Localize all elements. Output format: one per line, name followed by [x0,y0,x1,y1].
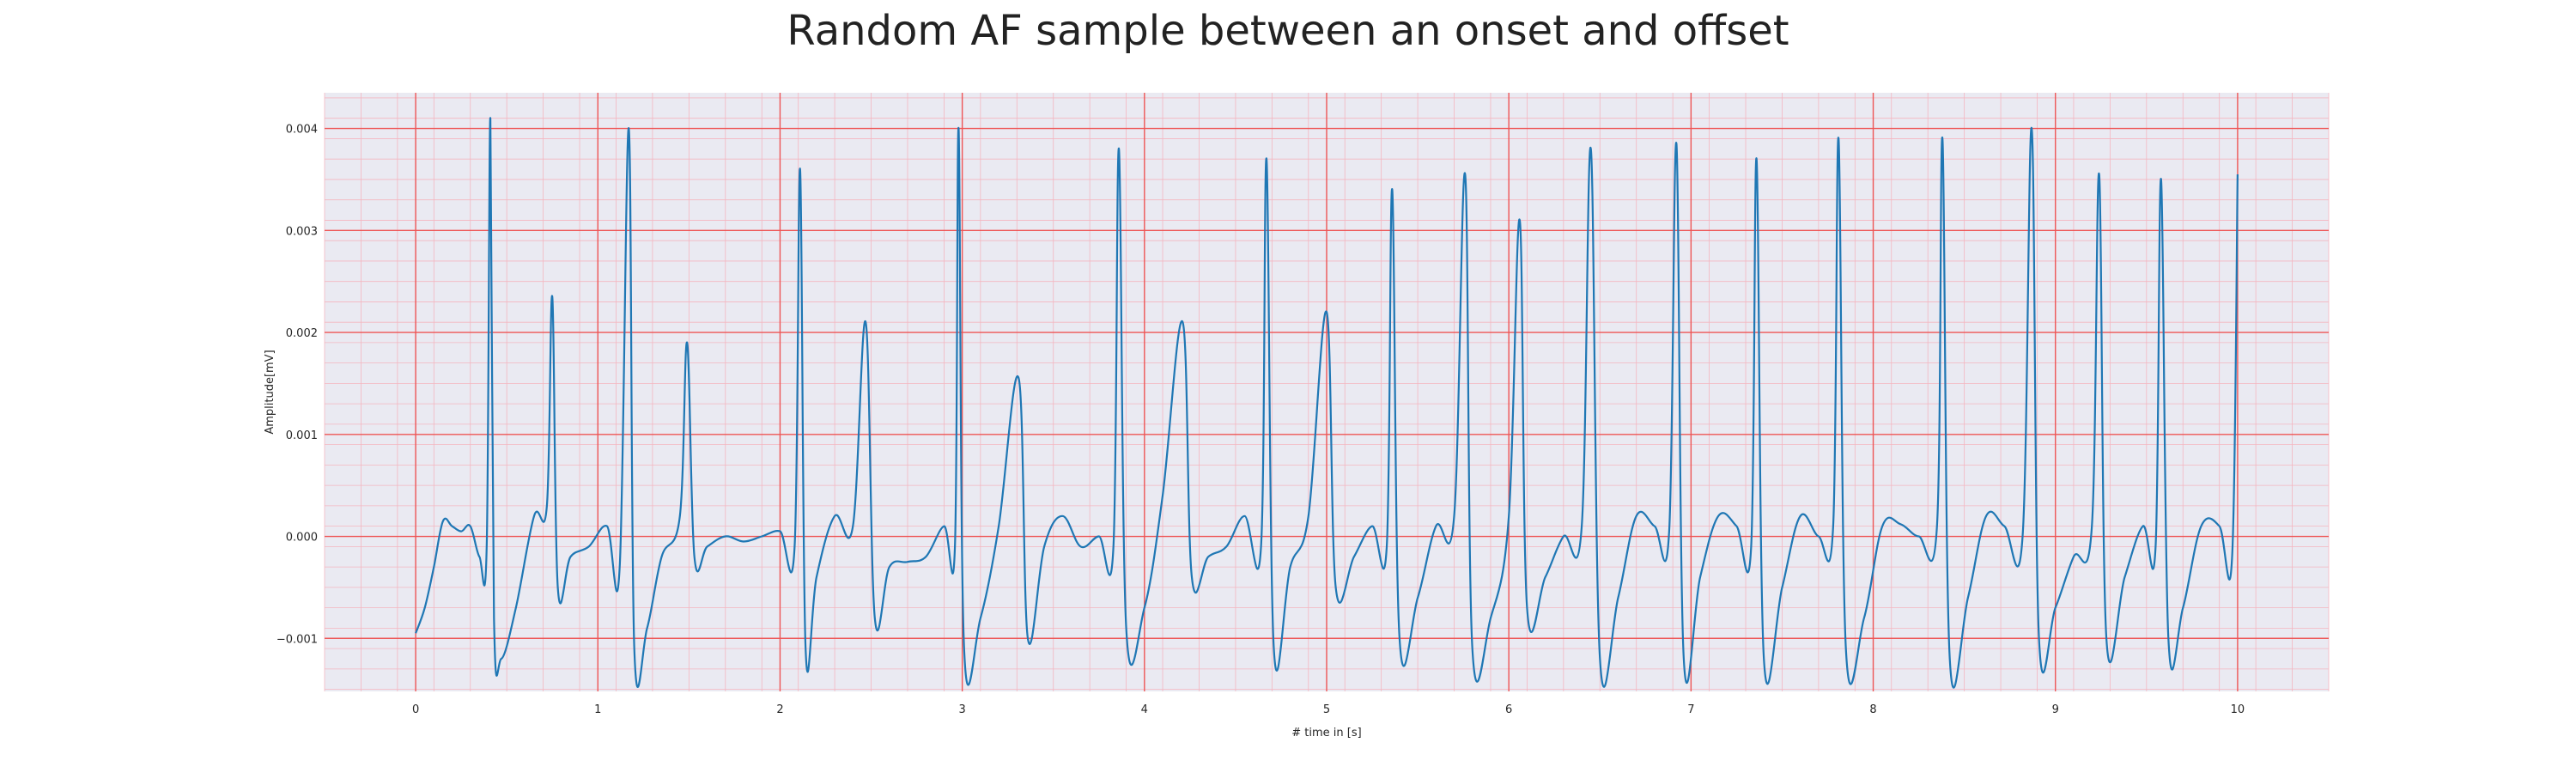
x-axis-label: # time in [s] [1291,727,1361,740]
x-tick-label: 9 [2052,703,2059,716]
chart-title: Random AF sample between an onset and of… [787,7,1789,55]
ecg-series-line [415,117,2239,689]
major-grid [325,93,2329,691]
x-tick-label: 8 [1869,703,1876,716]
y-tick-labels: 0.004 0.003 0.002 0.001 0.000 −0.001 [276,124,318,647]
x-tick-label: 5 [1323,703,1330,716]
x-tick-label: 10 [2231,703,2245,716]
x-tick-label: 3 [958,703,965,716]
y-tick-label: −0.001 [276,633,318,646]
x-tick-labels: 0 1 2 3 4 5 6 7 8 9 10 [412,703,2245,716]
x-tick-label: 2 [776,703,783,716]
x-tick-label: 6 [1505,703,1512,716]
y-tick-label: 0.000 [286,532,318,545]
x-tick-label: 0 [412,703,419,716]
y-tick-label: 0.002 [286,327,318,340]
y-tick-label: 0.001 [286,429,318,442]
y-tick-label: 0.004 [286,124,318,137]
x-tick-label: 7 [1687,703,1694,716]
x-tick-label: 1 [594,703,601,716]
y-tick-label: 0.003 [286,225,318,238]
x-tick-label: 4 [1141,703,1148,716]
y-axis-label: Amplitude[mV] [264,350,276,434]
